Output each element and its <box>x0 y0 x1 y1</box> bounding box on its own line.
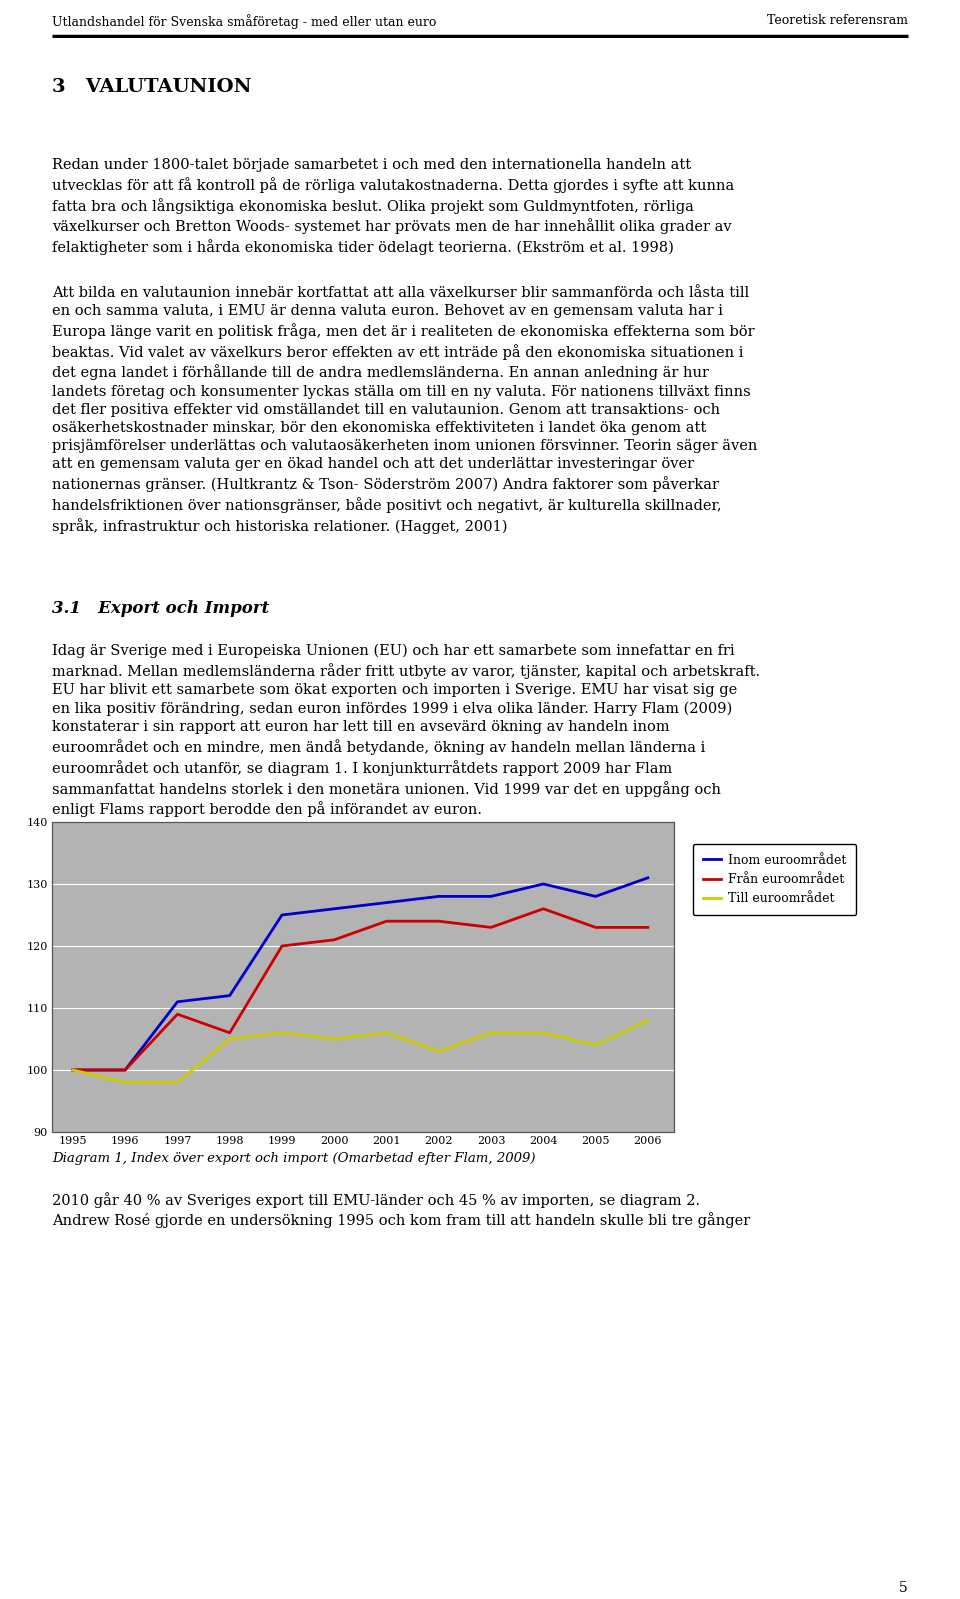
Text: Utlandshandel för Svenska småföretag - med eller utan euro: Utlandshandel för Svenska småföretag - m… <box>52 14 437 29</box>
Text: Att bilda en valutaunion innebär kortfattat att alla växelkurser blir sammanförd: Att bilda en valutaunion innebär kortfat… <box>52 286 757 534</box>
Text: Diagram 1, Index över export och import (Omarbetad efter Flam, 2009): Diagram 1, Index över export och import … <box>52 1151 536 1166</box>
Legend: Inom euroområdet, Från euroområdet, Till euroområdet: Inom euroområdet, Från euroområdet, Till… <box>693 844 856 915</box>
Text: 5: 5 <box>900 1581 908 1594</box>
Text: 3   VALUTAUNION: 3 VALUTAUNION <box>52 78 252 96</box>
Bar <box>52 822 674 1132</box>
Text: Teoretisk referensram: Teoretisk referensram <box>767 14 908 27</box>
Text: Redan under 1800-talet började samarbetet i och med den internationella handeln : Redan under 1800-talet började samarbete… <box>52 158 734 256</box>
Text: Idag är Sverige med i Europeiska Unionen (EU) och har ett samarbete som innefatt: Idag är Sverige med i Europeiska Unionen… <box>52 644 760 817</box>
Text: 2010 går 40 % av Sveriges export till EMU-länder och 45 % av importen, se diagra: 2010 går 40 % av Sveriges export till EM… <box>52 1191 700 1207</box>
Text: Andrew Rosé gjorde en undersökning 1995 och kom fram till att handeln skulle bli: Andrew Rosé gjorde en undersökning 1995 … <box>52 1212 751 1228</box>
Text: 3.1   Export och Import: 3.1 Export och Import <box>52 600 269 617</box>
